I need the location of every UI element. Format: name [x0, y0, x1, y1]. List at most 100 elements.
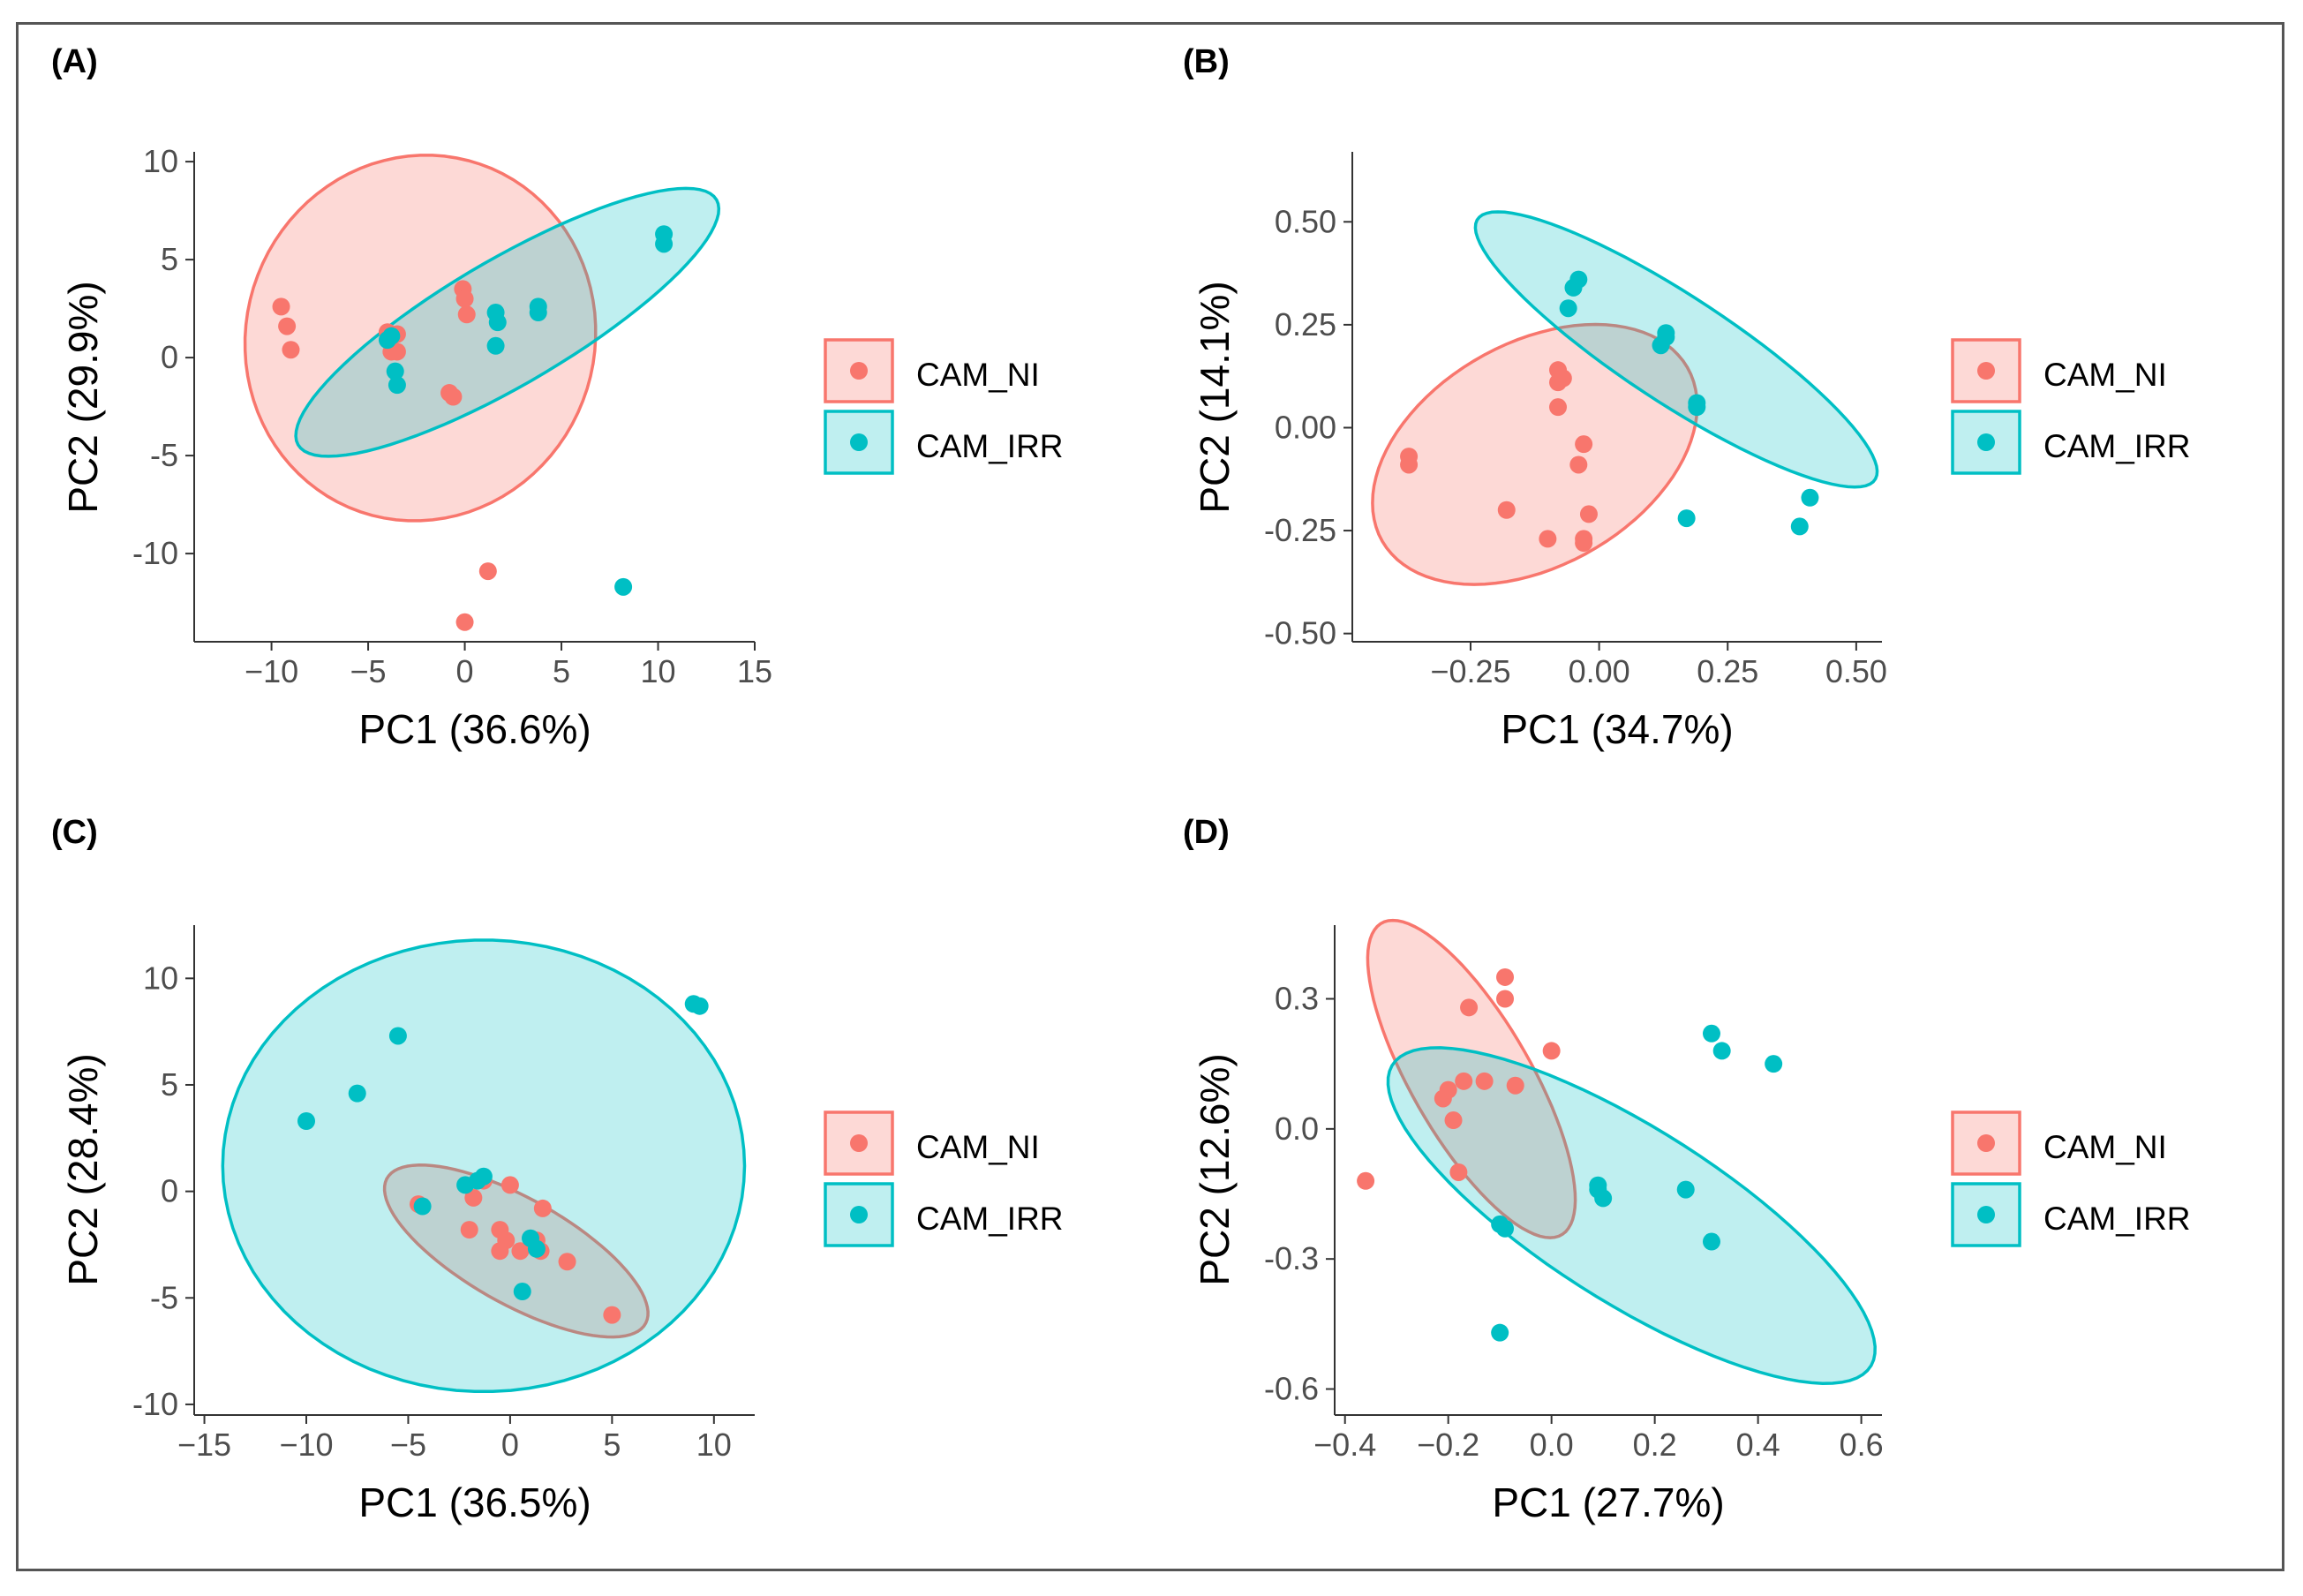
panel-b-ni-point: [1549, 398, 1568, 417]
panel-c-legend-irr-dot: [850, 1206, 868, 1223]
panel-b-legend-irr-label: CAM_IRR: [2043, 428, 2191, 464]
panel-c-ni-point: [491, 1242, 509, 1261]
panel-d-ni-point: [1357, 1171, 1375, 1190]
panel-a-x-tick-label: −10: [245, 653, 298, 689]
panel-a-y-tick-label: 0: [161, 339, 178, 375]
panel-c-x-tick-label: −5: [390, 1427, 426, 1463]
panel-a-y-title: PC2 (29.9%): [60, 281, 106, 513]
panel-b-y-title: PC2 (14.1%): [1192, 281, 1238, 513]
panel-b-ni-point: [1554, 369, 1572, 388]
panel-a-ni-point: [278, 317, 297, 335]
panel-a-x-tick-label: 15: [737, 653, 772, 689]
panel-d-y-tick-label: -0.6: [1264, 1371, 1319, 1407]
panel-a-ni-point: [478, 562, 497, 581]
panel-d-irr-point: [1496, 1219, 1515, 1238]
panel-d-y-tick-label: 0.0: [1275, 1110, 1319, 1147]
panel-a-x-tick-label: −5: [350, 653, 387, 689]
panel-b-x-tick-label: 0.00: [1569, 653, 1630, 689]
panel-c-x-tick-label: 5: [603, 1427, 621, 1463]
panel-d: (D) PC1 (27.7%) PC2 (12.6%) CAM_NI CAM_I…: [1183, 814, 2191, 1525]
panel-a-irr-point: [388, 376, 406, 395]
panel-c-legend-ni-dot: [850, 1134, 868, 1152]
panel-d-irr-point: [1594, 1189, 1613, 1208]
panel-a-legend-ni-dot: [850, 362, 868, 380]
panel-b-ni-point: [1400, 455, 1419, 474]
panel-b-irr-point: [1801, 488, 1819, 507]
panel-b-legend-ni-dot: [1977, 362, 1995, 380]
panel-a-y-tick-label: 10: [143, 143, 178, 179]
panel-d-irr-point: [1765, 1055, 1783, 1073]
panel-d-x-title: PC1 (27.7%): [1492, 1479, 1724, 1525]
panel-c-y-tick-label: 0: [161, 1173, 178, 1209]
panel-c-ni-point: [464, 1188, 483, 1207]
panel-b-x-tick-label: −0.25: [1430, 653, 1510, 689]
panel-b-y-tick-label: 0.50: [1275, 203, 1336, 239]
panel-d-ni-point: [1449, 1163, 1468, 1181]
panel-c-ni-point: [500, 1176, 519, 1194]
panel-d-legend-irr-label: CAM_IRR: [2043, 1201, 2191, 1237]
panel-b-x-tick-label: 0.25: [1697, 653, 1758, 689]
panel-b-ni-point: [1575, 534, 1593, 553]
panel-c-letter: (C): [51, 814, 98, 851]
panel-a-ni-point: [388, 343, 406, 361]
panel-d-legend-ni-dot: [1977, 1134, 1995, 1152]
panel-b: (B) PC1 (34.7%) PC2 (14.1%) CAM_NI CAM_I…: [1183, 43, 2191, 752]
panel-b-irr-point: [1559, 299, 1577, 318]
panel-a-ni-ellipse: [243, 154, 598, 523]
panel-a-irr-point: [382, 327, 401, 345]
figure-frame: [16, 22, 2284, 1571]
panel-a: (A) PC1 (36.6%) PC2 (29.9%) CAM_NI CAM_I…: [51, 43, 1064, 752]
panel-b-irr-point: [1569, 270, 1588, 289]
panel-d-irr-point: [1491, 1323, 1509, 1342]
panel-c-y-tick-label: -5: [150, 1279, 178, 1315]
panel-c-y-tick-label: 5: [161, 1066, 178, 1103]
panel-c-irr-point: [388, 1027, 407, 1045]
panel-d-ni-point: [1542, 1042, 1561, 1060]
panel-b-ni-point: [1539, 530, 1557, 548]
panel-d-irr-point: [1702, 1232, 1720, 1251]
panel-c-y-title: PC2 (28.4%): [60, 1053, 106, 1285]
panel-a-letter: (A): [51, 43, 98, 80]
panel-a-ni-point: [444, 388, 463, 406]
panel-d-ni-point: [1496, 990, 1515, 1008]
panel-c-ni-point: [511, 1242, 530, 1261]
panel-d-x-tick-label: −0.2: [1417, 1427, 1479, 1463]
panel-b-legend-irr-dot: [1977, 433, 1995, 451]
panel-b-y-tick-label: -0.50: [1264, 615, 1336, 651]
panel-d-x-tick-label: 0.2: [1633, 1427, 1677, 1463]
panel-a-ni-point: [455, 290, 474, 308]
panel-c-ni-point: [603, 1306, 621, 1324]
panel-c-irr-point: [527, 1239, 546, 1258]
panel-d-irr-point: [1712, 1042, 1731, 1060]
panel-d-ni-point: [1444, 1111, 1463, 1130]
panel-d-ni-point: [1496, 967, 1515, 986]
panel-b-y-tick-label: 0.00: [1275, 409, 1336, 445]
panel-c-ni-point: [460, 1221, 478, 1239]
panel-b-legend-ni-label: CAM_NI: [2043, 357, 2167, 393]
panel-a-ni-point: [272, 297, 290, 316]
panel-d-irr-point: [1702, 1024, 1720, 1043]
panel-d-ni-point: [1475, 1072, 1494, 1090]
panel-d-ni-point: [1439, 1080, 1457, 1099]
panel-a-irr-point: [529, 297, 547, 316]
panel-c-x-tick-label: 10: [696, 1427, 732, 1463]
panel-a-irr-point: [486, 336, 505, 355]
panel-d-legend-ni-label: CAM_NI: [2043, 1129, 2167, 1165]
panel-a-x-title: PC1 (36.6%): [358, 706, 591, 752]
panel-b-x-title: PC1 (34.7%): [1501, 706, 1733, 752]
panel-a-x-tick-label: 0: [456, 653, 474, 689]
panel-b-irr-point: [1688, 398, 1706, 417]
panel-c-legend-irr-label: CAM_IRR: [916, 1201, 1064, 1237]
panel-b-ni-point: [1575, 435, 1593, 454]
panel-a-legend-irr-label: CAM_IRR: [916, 428, 1064, 464]
panel-d-irr-ellipse: [1386, 1046, 1877, 1385]
panel-d-x-tick-label: −0.4: [1313, 1427, 1376, 1463]
panel-a-legend-ni-label: CAM_NI: [916, 357, 1040, 393]
panel-a-irr-point: [386, 362, 404, 380]
panel-d-irr-point: [1676, 1180, 1695, 1199]
panel-c-legend-ni-label: CAM_NI: [916, 1129, 1040, 1165]
panel-c-irr-point: [474, 1167, 493, 1186]
panel-d-letter: (D): [1183, 814, 1230, 851]
panel-c-x-tick-label: −15: [177, 1427, 231, 1463]
